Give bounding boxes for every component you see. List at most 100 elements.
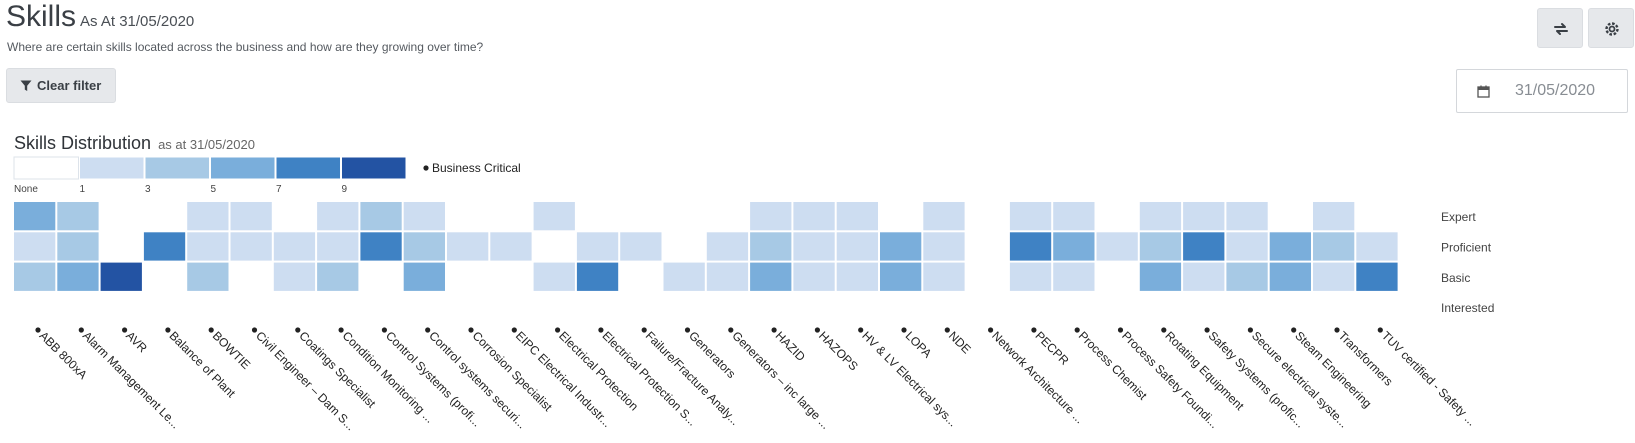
heatmap-cell [360,232,402,261]
skill-critical-dot [35,327,41,333]
heatmap-cell [706,262,749,291]
heatmap-cell [836,262,878,291]
refresh-icon [1554,23,1568,35]
filter-icon [20,80,32,91]
heatmap-cell [576,262,619,291]
heatmap-cell [1139,232,1182,261]
heatmap-cell [317,232,359,261]
skill-critical-dot [1377,327,1383,333]
heatmap-cell [1009,232,1052,261]
heatmap-cell [230,202,272,231]
legend-label-5: 9 [342,184,348,195]
skill-critical-dot [338,327,344,333]
skill-critical-dot [944,327,950,333]
clear-filter-label: Clear filter [37,78,102,93]
heatmap-cell [143,232,186,261]
heatmap-cell [1139,202,1182,231]
heatmap-cell [793,262,835,291]
skill-critical-dot [598,327,604,333]
date-picker[interactable]: 31/05/2020 [1456,69,1628,113]
skill-critical-dot [78,327,84,333]
heatmap-cell [1053,202,1095,231]
level-label-proficient: Proficient [1441,240,1492,254]
legend-label-4: 7 [276,184,282,195]
skill-label: BOWTIE [210,329,253,372]
heatmap-cell [1226,202,1268,231]
skill-critical-dot [1247,327,1253,333]
legend-label-1: 1 [80,184,86,195]
skill-critical-dot [425,327,431,333]
heatmap-cell [187,262,229,291]
skill-label: Rotating Equipment [1162,329,1247,414]
heatmap-cell [1269,262,1311,291]
skill-label: HAZID [773,329,809,365]
business-critical-dot [423,165,429,171]
heatmap-cell [793,232,835,261]
heatmap-cell [533,202,575,231]
heatmap-cell [1183,232,1225,261]
heatmap-cell [1053,232,1095,261]
settings-button[interactable] [1588,8,1634,48]
heatmap-cell [57,202,99,231]
heatmap-cell [923,262,965,291]
legend-swatch-2 [144,156,210,180]
skill-label: LOPA [903,329,935,361]
skill-critical-dot [1291,327,1297,333]
skill-critical-dot [1161,327,1167,333]
heatmap-cell [14,232,56,261]
legend-label-2: 3 [145,184,151,195]
skill-critical-dot [988,327,994,333]
skill-label: Electrical Protection [556,329,641,414]
skill-critical-dot [122,327,128,333]
heatmap-cell [793,202,835,231]
skill-critical-dot [728,327,734,333]
refresh-button[interactable] [1537,8,1583,48]
heatmap-cell [1096,232,1138,261]
skill-critical-dot [771,327,777,333]
chart-subtitle: as at 31/05/2020 [158,137,255,152]
skill-label: PECPR [1032,329,1071,368]
heatmap-cell [403,262,445,291]
skill-critical-dot [511,327,517,333]
heatmap-cell [1313,202,1355,231]
heatmap-cell [1009,262,1052,291]
skill-critical-dot [1074,327,1080,333]
legend-swatch-0 [13,156,79,180]
as-at-date: As At 31/05/2020 [80,13,195,30]
heatmap-cell [187,232,229,261]
heatmap-cell [923,202,965,231]
skill-critical-dot [165,327,171,333]
heatmap-cell [14,262,56,291]
heatmap-cell [1356,262,1398,291]
heatmap-cell [836,232,878,261]
heatmap-cell [273,262,316,291]
clear-filter-button[interactable]: Clear filter [6,68,116,103]
chart-title: Skills Distribution as at 31/05/2020 [14,133,255,154]
heatmap-cell [620,232,662,261]
heatmap-cell [923,232,965,261]
page-title: Skills As At 31/05/2020 [6,0,194,34]
heatmap-cell [403,232,445,261]
legend-label-3: 5 [211,184,217,195]
gear-icon [1605,22,1619,36]
heatmap-cell [1139,262,1182,291]
heatmap-cell [1313,262,1355,291]
skill-critical-dot [814,327,821,333]
heatmap-cell [317,262,359,291]
heatmap-cell [1313,232,1355,261]
skill-label: AVR [123,329,150,356]
skill-critical-dot [555,327,561,333]
skill-label: NDE [946,329,974,357]
heatmap-cell [1183,262,1225,291]
heatmap-cell [57,232,99,261]
legend-swatch-3 [210,156,276,180]
skill-label: Corrosion Specialist [470,329,556,415]
heatmap-cell [317,202,359,231]
heatmap-cell [1226,262,1268,291]
heatmap-cell [750,262,792,291]
skill-critical-dot [295,327,301,333]
heatmap-cell [533,262,575,291]
date-value: 31/05/2020 [1515,82,1596,99]
skill-critical-dot [858,327,864,333]
heatmap-cell [403,202,445,231]
